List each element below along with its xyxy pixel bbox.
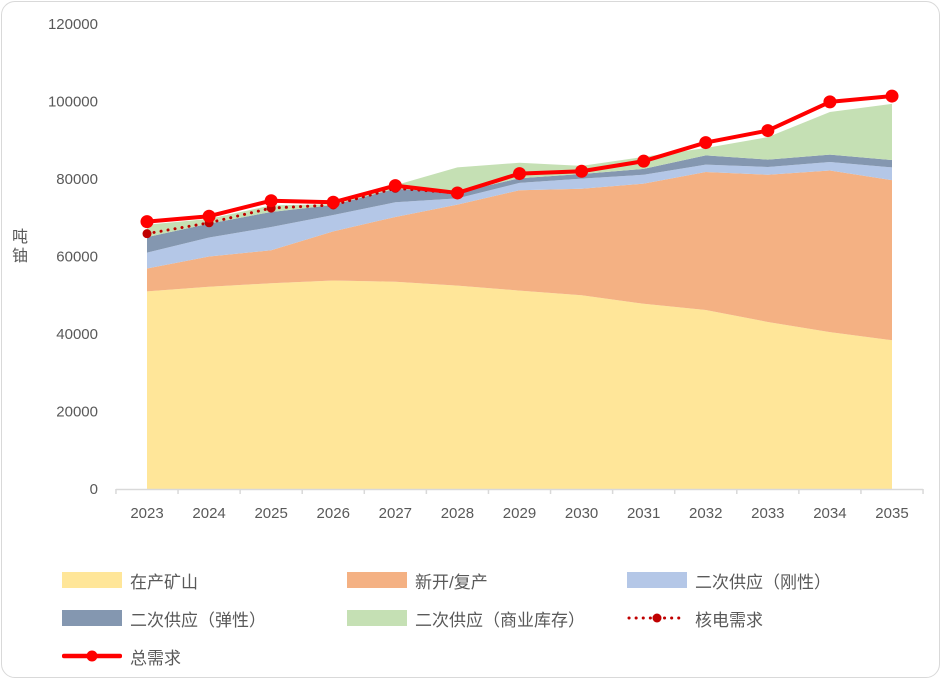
x-axis-tick-label: 2027: [379, 505, 412, 522]
legend-label: 新开/复产: [415, 572, 488, 592]
y-axis-tick-label: 60000: [56, 249, 98, 266]
area-series-2: [147, 161, 892, 269]
legend-marker: [652, 613, 662, 623]
x-axis-tick-label: 2024: [192, 505, 225, 522]
data-point-marker: [140, 215, 154, 229]
data-point-marker: [823, 95, 837, 109]
legend-item: 二次供应（刚性）: [627, 569, 831, 592]
x-axis-tick-label: 2025: [254, 505, 287, 522]
x-axis-tick-label: 2023: [130, 505, 163, 522]
data-point-marker: [388, 179, 402, 193]
legend-dotted-line-sample: [627, 613, 687, 623]
x-axis-tick-label: 2030: [565, 505, 598, 522]
x-axis-tick-label: 2034: [813, 505, 846, 522]
x-axis-tick-label: 2032: [689, 505, 722, 522]
legend-swatch: [62, 610, 122, 626]
legend-swatch: [62, 572, 122, 588]
y-axis-tick-label: 100000: [48, 94, 98, 111]
chart-canvas: 0 20000 40000 60000 80000 100000 120000 2023 202…: [12, 16, 924, 522]
y-axis-title: 铀: [12, 247, 28, 265]
legend-item: 二次供应（商业库存）: [347, 607, 585, 630]
y-axis-tick-label: 20000: [56, 404, 98, 421]
y-axis-title: 吨: [12, 228, 28, 246]
legend-marker: [86, 650, 98, 662]
x-axis-tick-label: 2031: [627, 505, 660, 522]
x-axis-tick-label: 2026: [317, 505, 350, 522]
legend-label: 二次供应（刚性）: [695, 572, 831, 592]
y-axis-tick-label: 40000: [56, 326, 98, 343]
y-axis-tick-label: 80000: [56, 171, 98, 188]
y-axis-tick-label: 0: [90, 481, 98, 498]
data-point-marker: [637, 154, 651, 168]
legend-swatch: [627, 572, 687, 588]
data-point-marker: [761, 124, 775, 138]
legend-item: 总需求: [62, 645, 181, 668]
legend-label: 二次供应（弹性）: [130, 610, 266, 630]
data-point-marker: [885, 89, 899, 103]
legend-swatch: [347, 610, 407, 626]
legend-item: 二次供应（弹性）: [62, 607, 266, 630]
data-point-marker: [512, 167, 526, 181]
data-point-marker: [699, 136, 713, 150]
legend-item: 在产矿山: [62, 569, 198, 592]
legend-solid-line-sample: [62, 650, 122, 662]
data-point-marker: [202, 209, 216, 223]
x-axis-tick-label: 2035: [875, 505, 908, 522]
y-axis-tick-label: 120000: [48, 16, 98, 33]
area-series-1: [147, 170, 892, 341]
legend-label: 二次供应（商业库存）: [415, 610, 585, 630]
legend-item: 核电需求: [627, 607, 763, 630]
data-point-marker: [264, 194, 278, 208]
data-point-marker: [450, 186, 464, 200]
data-point-marker: [326, 195, 340, 209]
area-series-0: [147, 280, 892, 489]
data-point-marker: [142, 229, 152, 239]
legend-label: 在产矿山: [130, 572, 198, 592]
x-axis-tick-label: 2028: [441, 505, 474, 522]
legend-label: 核电需求: [695, 610, 763, 630]
data-point-marker: [575, 164, 589, 178]
legend-label: 总需求: [130, 648, 181, 668]
legend-item: 新开/复产: [347, 569, 488, 592]
legend-swatch: [347, 572, 407, 588]
x-axis-tick-label: 2033: [751, 505, 784, 522]
x-axis-tick-label: 2029: [503, 505, 536, 522]
